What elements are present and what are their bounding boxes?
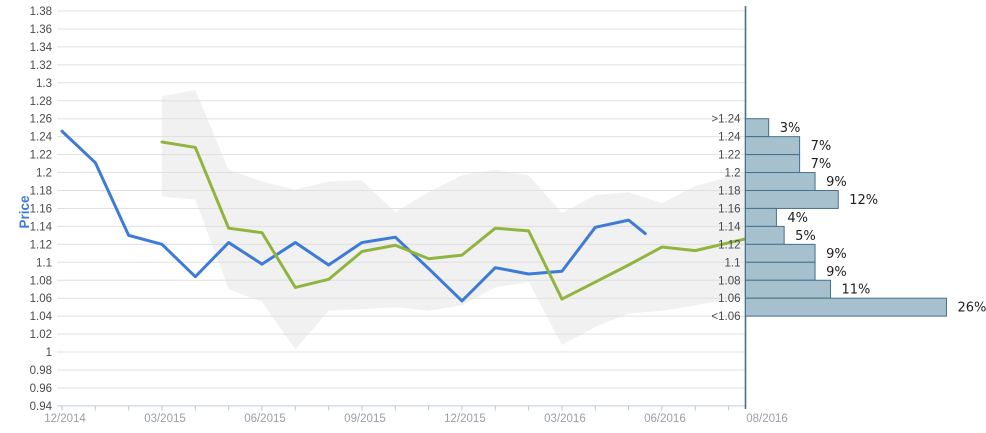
probability-bar — [745, 225, 785, 245]
probability-value-label: 9% — [826, 265, 847, 280]
y-axis-tick-label: 0.98 — [30, 365, 52, 377]
y-axis-tick-label: 1.22 — [30, 150, 52, 162]
bin-boundary-label: 1.22 — [718, 150, 740, 162]
axis-layer — [57, 405, 746, 411]
y-axis-tick-label: 1.18 — [30, 186, 52, 198]
bin-boundary-label: <1.06 — [711, 311, 740, 323]
price-history-line — [60, 129, 647, 303]
probability-value-label: 3% — [780, 121, 801, 136]
probability-bar — [745, 154, 801, 174]
bin-boundary-label: 1.14 — [718, 221, 741, 233]
x-axis-tick-label: 03/2016 — [544, 413, 586, 425]
probability-value-label: 7% — [811, 157, 832, 172]
y-axis-tick-label: 1.38 — [30, 6, 52, 18]
bin-boundary-label: 1.12 — [718, 239, 740, 251]
y-axis-tick-label: 1.16 — [30, 203, 52, 215]
probability-bar — [745, 297, 947, 317]
probability-bar — [745, 136, 801, 156]
probability-value-label: 4% — [787, 211, 808, 226]
probability-bar — [745, 279, 832, 299]
y-axis-tick-label: 1.34 — [30, 42, 53, 54]
confidence-band — [161, 89, 746, 350]
probability-bar — [745, 243, 816, 263]
probability-value-label: 9% — [826, 247, 847, 262]
y-axis-tick-label: 1.08 — [30, 275, 52, 287]
y-axis-tick-label: 1.04 — [30, 311, 53, 323]
y-axis-tick-label: 1.2 — [36, 168, 52, 180]
bin-boundary-label: 1.1 — [725, 257, 741, 269]
probability-bar — [745, 118, 770, 138]
bin-boundary-label: >1.24 — [711, 114, 741, 126]
y-axis-tick-label: 1.1 — [36, 257, 52, 269]
y-axis-tick-label: 1 — [46, 347, 52, 359]
probability-bar — [745, 207, 777, 227]
probability-value-label: 11% — [842, 283, 871, 298]
probability-bar — [745, 190, 839, 209]
x-axis-tick-label: 12/2015 — [444, 413, 486, 425]
x-axis-tick-label: 06/2016 — [644, 413, 686, 425]
y-axis-tick-label: 1.32 — [30, 60, 52, 72]
y-axis-tick-label: 1.06 — [30, 293, 52, 305]
y-axis-tick-label: 1.14 — [30, 221, 53, 233]
y-axis-tick-label: 1.36 — [30, 24, 52, 36]
probability-value-label: 12% — [849, 193, 878, 208]
x-axis-tick-label: 08/2016 — [746, 413, 788, 425]
y-axis-tick-label: 1.24 — [30, 132, 53, 144]
y-axis-tick-label: 1.02 — [30, 329, 52, 341]
x-axis-tick-label: 06/2015 — [244, 413, 286, 425]
y-axis-title: Price — [17, 195, 32, 229]
bin-boundary-label: 1.2 — [725, 168, 741, 180]
forecast-line — [160, 140, 747, 301]
bin-boundary-label: 1.06 — [718, 293, 740, 305]
bin-boundary-label: 1.08 — [718, 275, 740, 287]
probability-value-label: 9% — [826, 175, 847, 190]
probability-value-label: 5% — [795, 229, 816, 244]
x-axis-tick-label: 03/2015 — [144, 413, 186, 425]
series-layer — [60, 129, 747, 303]
y-axis-tick-label: 0.94 — [30, 401, 53, 413]
y-axis-tick-label: 1.12 — [30, 239, 52, 251]
label-layer: 1.38 1.36 1.34 1.32 1.3 1.28 1.26 1.24 1.22 1.2 1.… — [17, 6, 986, 425]
confidence-band-layer — [161, 89, 746, 350]
x-axis-tick-label: 12/2014 — [44, 413, 86, 425]
probability-value-label: 7% — [811, 139, 832, 154]
y-axis-tick-label: 1.28 — [30, 96, 52, 108]
y-axis-tick-label: 1.26 — [30, 114, 52, 126]
probability-bar — [745, 261, 816, 281]
x-axis-tick-label: 09/2015 — [344, 413, 386, 425]
probability-value-label: 26% — [957, 301, 986, 316]
bin-boundary-label: 1.16 — [718, 203, 740, 215]
bin-boundary-label: 1.24 — [718, 132, 741, 144]
probability-bar — [745, 172, 816, 192]
histogram-layer — [744, 6, 947, 409]
bin-boundary-label: 1.18 — [718, 186, 740, 198]
y-axis-tick-label: 1.3 — [36, 78, 52, 90]
y-axis-tick-label: 0.96 — [30, 383, 52, 395]
